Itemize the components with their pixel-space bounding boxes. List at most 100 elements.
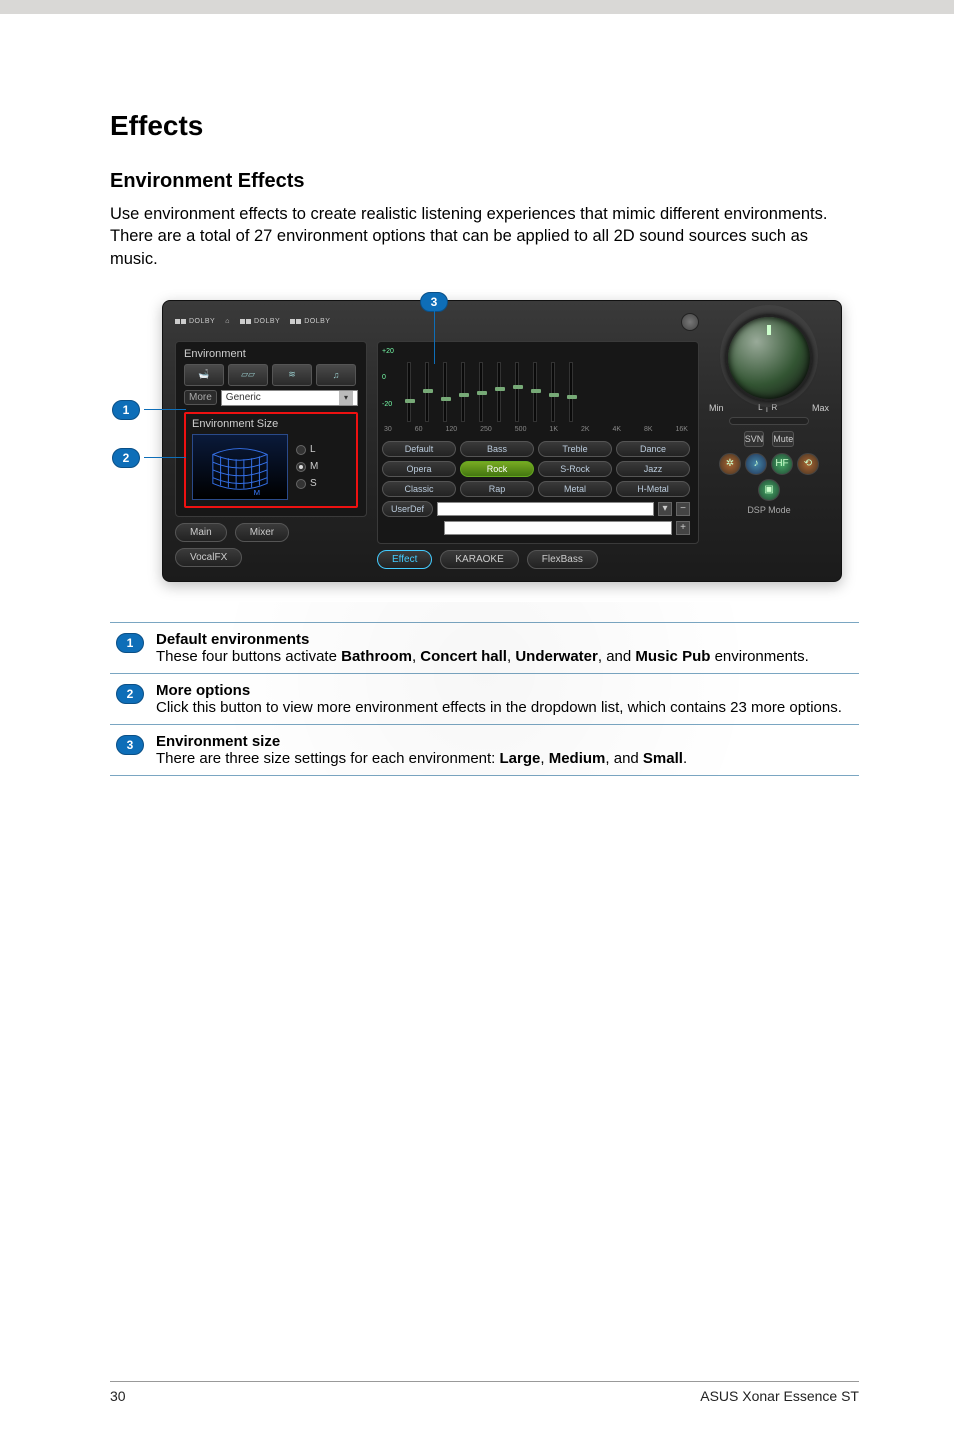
screenshot-figure: 3 1 2 DOLBY ⌂ DOLBY DOLBY Environment <box>162 300 842 582</box>
mode-icons: ✲ ♪ HF ⟲ ▣ <box>709 453 829 501</box>
eq-slider[interactable] <box>443 362 447 422</box>
panel-left-column: DOLBY ⌂ DOLBY DOLBY Environment 🛁 ▱▱ ≋ ♫… <box>175 311 367 569</box>
eq-slider[interactable] <box>407 362 411 422</box>
legend-pill-1: 1 <box>116 633 144 653</box>
eq-slider[interactable] <box>533 362 537 422</box>
tab-row-mid: Effect KARAOKE FlexBass <box>377 550 699 569</box>
dropdown-icon[interactable]: ▾ <box>658 502 672 516</box>
page-title: Effects <box>110 110 859 142</box>
volume-knob-wrap <box>726 311 812 401</box>
preset-rock[interactable]: Rock <box>460 461 534 477</box>
preset-jazz[interactable]: Jazz <box>616 461 690 477</box>
mode-icon[interactable]: ⟲ <box>797 453 819 475</box>
callout-pill-2: 2 <box>112 448 140 468</box>
more-button[interactable]: More <box>184 390 217 405</box>
mode-icon[interactable]: ♪ <box>745 453 767 475</box>
environment-label: Environment <box>184 348 358 360</box>
tab-row-2: VocalFX <box>175 548 367 567</box>
tab-row-1: Main Mixer <box>175 523 367 542</box>
userdef-row: UserDef ▾ − <box>382 501 690 517</box>
callout-leader <box>144 457 186 458</box>
preset-metal[interactable]: Metal <box>538 481 612 497</box>
legend-text: Click this button to view more environme… <box>156 699 842 716</box>
size-small-radio[interactable]: S <box>296 478 318 489</box>
legend-bold: Bathroom <box>341 648 412 665</box>
dolby-logo: DOLBY <box>240 318 280 325</box>
preset-userdef[interactable]: UserDef <box>382 501 433 517</box>
room-preview: M <box>192 434 288 500</box>
tab-mixer[interactable]: Mixer <box>235 523 289 542</box>
section-subtitle: Environment Effects <box>110 170 859 193</box>
size-large-radio[interactable]: L <box>296 444 318 455</box>
tab-main[interactable]: Main <box>175 523 227 542</box>
equalizer-panel: +20 0 -20 <box>377 341 699 544</box>
dolby-logo-row: DOLBY ⌂ DOLBY DOLBY <box>175 311 367 333</box>
eq-slider[interactable] <box>425 362 429 422</box>
dolby-home-icon: ⌂ <box>225 318 230 325</box>
callout-pill-1: 1 <box>112 400 140 420</box>
legend-pill-2: 2 <box>116 684 144 704</box>
eq-db-scale: +20 0 -20 <box>382 348 394 408</box>
dolby-logo: DOLBY <box>290 318 330 325</box>
mode-icon[interactable]: ✲ <box>719 453 741 475</box>
legend-row: 3 Environment size There are three size … <box>110 724 859 775</box>
userdef-name-input[interactable] <box>437 502 654 516</box>
legend-bold: Concert hall <box>420 648 507 665</box>
hf-icon[interactable]: HF <box>771 453 793 475</box>
page-number: 30 <box>110 1388 126 1404</box>
env-size-label: Environment Size <box>192 418 350 430</box>
mode-icon[interactable]: ▣ <box>758 479 780 501</box>
eq-slider[interactable] <box>461 362 465 422</box>
legend-title-1: Default environments <box>156 631 309 648</box>
plus-button[interactable]: + <box>676 521 690 535</box>
preset-default[interactable]: Default <box>382 441 456 457</box>
dsp-mode-label: DSP Mode <box>747 505 790 515</box>
intro-paragraph: Use environment effects to create realis… <box>110 203 859 270</box>
env-dropdown[interactable]: Generic ▾ <box>221 390 358 406</box>
preset-srock[interactable]: S-Rock <box>538 461 612 477</box>
preset-rap[interactable]: Rap <box>460 481 534 497</box>
preset-classic[interactable]: Classic <box>382 481 456 497</box>
preset-dance[interactable]: Dance <box>616 441 690 457</box>
preset-opera[interactable]: Opera <box>382 461 456 477</box>
tab-flexbass[interactable]: FlexBass <box>527 550 598 569</box>
tab-vocalfx[interactable]: VocalFX <box>175 548 242 567</box>
equalizer-sliders <box>400 348 690 424</box>
svg-text:M: M <box>254 488 260 497</box>
callout-3: 3 <box>420 292 448 312</box>
legend-bold: Underwater <box>515 648 598 665</box>
legend-row: 1 Default environments These four button… <box>110 622 859 673</box>
minus-button[interactable]: − <box>676 502 690 516</box>
size-medium-radio[interactable]: M <box>296 461 318 472</box>
env-underwater-button[interactable]: ≋ <box>272 364 312 386</box>
svn-button[interactable]: SVN <box>744 431 765 447</box>
eq-slider[interactable] <box>479 362 483 422</box>
preset-bass[interactable]: Bass <box>460 441 534 457</box>
balance-slider[interactable] <box>729 417 809 425</box>
env-musicpub-button[interactable]: ♫ <box>316 364 356 386</box>
callout-pill-3: 3 <box>420 292 448 312</box>
eq-slider[interactable] <box>497 362 501 422</box>
product-name: ASUS Xonar Essence ST <box>700 1388 859 1404</box>
power-button[interactable] <box>681 313 699 331</box>
top-spacer <box>377 311 699 333</box>
legend-text: . <box>683 750 687 767</box>
eq-preset-grid: Default Bass Treble Dance Opera Rock S-R… <box>382 441 690 497</box>
eq-slider[interactable] <box>569 362 573 422</box>
legend-text: These four buttons activate <box>156 648 341 665</box>
eq-slider[interactable] <box>515 362 519 422</box>
env-preset-buttons: 🛁 ▱▱ ≋ ♫ <box>184 364 358 386</box>
mute-button[interactable]: Mute <box>772 431 794 447</box>
env-bathroom-button[interactable]: 🛁 <box>184 364 224 386</box>
env-dropdown-value: Generic <box>226 392 261 403</box>
tab-karaoke[interactable]: KARAOKE <box>440 550 518 569</box>
tab-effect[interactable]: Effect <box>377 550 432 569</box>
eq-slider[interactable] <box>551 362 555 422</box>
preset-treble[interactable]: Treble <box>538 441 612 457</box>
legend-pill-3: 3 <box>116 735 144 755</box>
userdef-name-input-2[interactable] <box>444 521 672 535</box>
preset-hmetal[interactable]: H-Metal <box>616 481 690 497</box>
volume-knob[interactable] <box>726 315 812 401</box>
env-concert-button[interactable]: ▱▱ <box>228 364 268 386</box>
legend-bold: Medium <box>549 750 606 767</box>
